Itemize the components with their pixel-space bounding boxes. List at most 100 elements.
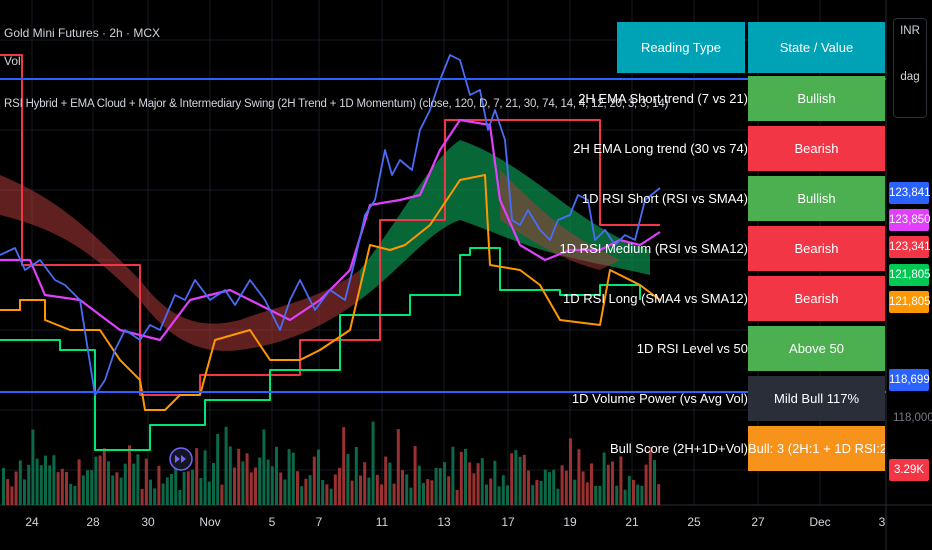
volume-bar [144,458,148,505]
volume-bar [27,464,31,505]
volume-bar [123,463,127,505]
volume-bar [14,471,18,505]
volume-bar [413,446,417,505]
volume-bar [350,480,354,505]
header-state-value: State / Value [748,22,885,73]
volume-bar [552,469,556,505]
table-row: 1D RSI Level vs 50 Above 50 [560,324,890,374]
volume-bar [94,456,98,505]
volume-bar [287,449,291,505]
volume-bar [161,483,165,505]
row-value: Bullish [748,176,885,221]
volume-bar [60,468,64,505]
time-tick: 7 [315,515,323,529]
volume-bar [632,479,635,505]
price-tag[interactable]: 121,805 [889,291,931,313]
volume-bar [577,449,581,505]
time-tick: 28 [86,515,100,529]
volume-bar [23,479,26,505]
volume-legend[interactable]: Vol [4,54,21,68]
volume-bar [10,486,14,505]
volume-bar [191,469,194,505]
volume-bar [569,438,572,505]
volume-bar [136,454,140,505]
price-tag[interactable]: 123,841 [889,182,931,204]
volume-bar [380,484,383,505]
volume-bar [485,484,488,505]
volume-bar [464,448,467,505]
volume-bar [275,446,278,505]
price-tag[interactable]: 121,805 [889,264,931,286]
volume-bar [472,473,476,505]
table-row: 1D RSI Medium (RSI vs SMA12) Bearish [559,224,890,274]
volume-bar [283,479,287,505]
volume-bar [653,460,656,505]
row-value: Above 50 [748,326,885,371]
table-row: 2H EMA Short trend (7 vs 21) Bullish [560,74,890,124]
ema-cloud [0,140,650,351]
volume-bar [426,479,430,505]
volume-bar [375,474,379,505]
volume-bar [640,485,644,505]
time-tick: Dec [809,515,831,529]
horizontal-lines[interactable] [0,78,886,393]
volume-bar [560,465,564,505]
volume-bar [363,462,367,505]
indicator-legend[interactable]: RSI Hybrid + EMA Cloud + Major & Interme… [4,98,669,110]
row-value: Bullish [748,76,885,121]
time-tick: 21 [625,515,639,529]
price-tag[interactable]: 3.29K [889,459,929,481]
volume-bar [367,477,371,505]
volume-bar [224,426,228,505]
volume-bar [447,476,451,505]
volume-bar [501,475,505,505]
volume-bar [451,446,455,505]
volume-bar [39,465,43,505]
volume-bar [581,471,585,505]
time-tick: 25 [687,515,701,529]
price-tag[interactable]: 118,699 [889,369,930,391]
volume-bar [476,463,480,505]
fast-forward-icon[interactable] [169,447,193,471]
volume-bar [69,483,73,505]
volume-bar [422,482,425,505]
volume-bar [468,462,472,505]
volume-bar [371,421,375,505]
volume-bar [90,470,94,505]
volume-bar [77,459,81,505]
volume-bar [279,472,283,505]
volume-bar [497,486,501,505]
volume-bar [237,448,241,505]
volume-bar [56,472,60,505]
price-tag[interactable]: 123,341 [889,236,931,258]
volume-bar [611,461,614,505]
price-tag[interactable]: 123,850 [889,209,931,231]
time-tick: 5 [268,515,276,529]
volume-bar [409,487,413,505]
volume-bar [258,457,262,505]
volume-bar [590,463,593,505]
volume-bar [115,472,119,505]
volume-bar [518,456,522,505]
time-tick: 30 [141,515,155,529]
volume-bar [480,458,484,505]
volume-bar [241,461,245,505]
currency-scale-box[interactable]: INR dag [893,18,927,118]
volume-bar [296,471,299,505]
volume-bar [455,489,459,505]
symbol-title[interactable]: Gold Mini Futures · 2h · MCX [4,26,161,40]
volume-bar [405,474,409,505]
volume-bar [128,445,131,505]
volume-bar [644,464,648,505]
volume-bar [438,468,442,505]
volume-bar [354,446,358,505]
volume-bar [6,479,10,505]
volume-bar [430,480,434,505]
volume-bar [31,429,35,505]
volume-bar [321,479,325,505]
volume-bar [107,461,110,505]
table-row: 1D Volume Power (vs Avg Vol) Mild Bull 11… [560,374,890,424]
support-line [0,247,641,451]
volume-bar [266,459,270,505]
